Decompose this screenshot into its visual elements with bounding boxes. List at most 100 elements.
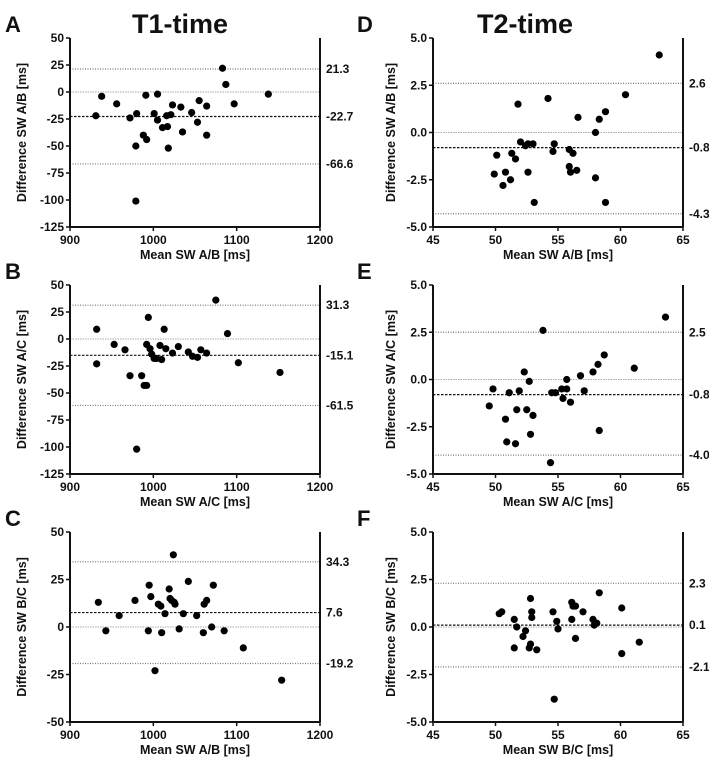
mean-bias-line-label: -15.1	[326, 348, 354, 362]
y-tick-label: -125	[40, 467, 64, 481]
x-tick-label: 55	[551, 728, 565, 742]
data-point	[171, 600, 179, 608]
data-point	[162, 345, 170, 353]
y-tick-label: -100	[40, 440, 64, 454]
y-tick-label: 2.5	[410, 325, 427, 339]
data-point	[278, 676, 286, 684]
panel-b: B 31.3 -15.1 -61.5 50 25 0 -25 -50 -75 -100 -125900…	[5, 259, 354, 509]
y-tick-label: 0	[57, 332, 64, 346]
data-point	[511, 155, 520, 163]
y-tick-label: -75	[47, 166, 65, 180]
data-point	[144, 313, 152, 321]
data-point	[618, 604, 626, 612]
upper-loa-line-label: 34.3	[326, 555, 350, 569]
data-point	[529, 140, 537, 148]
data-point	[573, 166, 581, 174]
panel-d: D 2.6 -0.8 -4.3 5.0 2.5 0.0 -2.5 -5.045 50 55 60 65 M…	[357, 12, 709, 262]
data-point	[490, 170, 498, 178]
data-point	[163, 122, 172, 131]
data-point	[145, 581, 153, 589]
data-point	[499, 181, 507, 190]
data-point	[133, 110, 141, 118]
y-tick-label: 50	[51, 31, 65, 45]
panel-letter: F	[357, 506, 370, 531]
mean-bias-line-label: -0.8	[689, 141, 709, 155]
data-point	[193, 118, 202, 126]
data-point	[121, 346, 129, 354]
y-tick-label: 50	[51, 278, 65, 292]
y-tick-label: -100	[40, 193, 64, 207]
x-tick-label: 1000	[140, 728, 167, 742]
x-tick-label: 60	[614, 233, 628, 247]
data-point	[93, 325, 101, 333]
x-tick-label: 1200	[307, 233, 334, 247]
data-point	[600, 351, 608, 359]
data-point	[156, 341, 164, 350]
x-axis-label: Mean SW A/C [ms]	[140, 495, 250, 509]
panel-e: E 2.5 -0.8 -4.0 5.0 2.5 0.0 -2.5 -5.045 50 55 60 65 M…	[357, 259, 709, 509]
data-point	[593, 619, 601, 627]
x-tick-label: 60	[614, 480, 628, 494]
data-point	[150, 110, 158, 118]
x-tick-label: 55	[551, 480, 565, 494]
data-point	[102, 627, 110, 635]
data-point	[199, 629, 207, 637]
upper-loa-line-label: 2.5	[689, 325, 706, 339]
y-axis-label: Difference SW A/B [ms]	[15, 63, 29, 202]
data-point	[595, 426, 603, 435]
data-point	[566, 398, 575, 406]
data-point	[574, 113, 582, 121]
data-point	[524, 140, 532, 148]
data-point	[528, 608, 536, 616]
data-point	[203, 349, 211, 357]
data-point	[234, 359, 242, 367]
panel-letter: B	[5, 259, 21, 284]
data-point	[168, 101, 177, 109]
data-point	[178, 128, 187, 136]
y-tick-label: 2.5	[410, 573, 427, 587]
panel-letter: A	[5, 12, 21, 37]
y-tick-label: 25	[51, 573, 65, 587]
data-point	[526, 430, 535, 438]
y-tick-label: -50	[47, 715, 65, 729]
data-point	[126, 114, 134, 122]
x-tick-label: 65	[676, 233, 690, 247]
mean-bias-line-label: 0.1	[689, 618, 706, 632]
upper-loa-line-label: 31.3	[326, 298, 350, 312]
data-point	[595, 589, 603, 597]
upper-loa-line-label: 2.3	[689, 576, 706, 590]
x-tick-label: 900	[60, 728, 80, 742]
data-point	[174, 342, 182, 351]
data-point	[168, 349, 177, 357]
y-tick-label: 5.0	[410, 525, 427, 539]
data-point	[551, 389, 560, 397]
y-axis-label: Difference SW A/C [ms]	[384, 310, 398, 449]
data-point	[505, 389, 513, 397]
data-point	[630, 364, 638, 372]
data-point	[195, 97, 203, 105]
y-tick-label: -25	[47, 359, 65, 373]
data-point	[147, 593, 155, 601]
data-point	[94, 598, 102, 606]
data-point	[208, 623, 216, 631]
panel-a: A 21.3 -22.7 -66.6 50 25 0 -25 -50 -75 -100 -125900…	[5, 12, 354, 262]
column-title-t2: T2-time	[477, 9, 573, 39]
y-tick-label: 0.0	[410, 620, 427, 634]
data-point	[526, 594, 535, 603]
data-point	[92, 112, 100, 120]
lower-loa-line-label: -4.3	[689, 207, 709, 221]
upper-loa-line-label: 21.3	[326, 62, 350, 76]
data-point	[146, 345, 154, 353]
x-axis-label: Mean SW A/B [ms]	[503, 248, 613, 262]
data-point	[506, 176, 515, 184]
data-point	[164, 144, 172, 152]
data-point	[203, 102, 211, 110]
data-point	[559, 394, 567, 402]
data-point	[514, 100, 522, 108]
x-tick-label: 1100	[224, 728, 250, 742]
x-tick-label: 900	[60, 233, 80, 247]
data-point	[566, 168, 575, 176]
data-point	[222, 80, 230, 89]
data-point	[558, 385, 566, 393]
data-point	[576, 372, 585, 380]
